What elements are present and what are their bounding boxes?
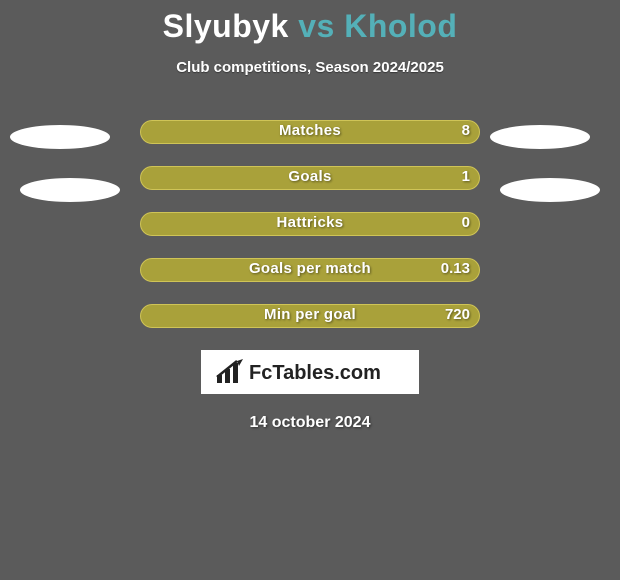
logo-text: FcTables.com xyxy=(249,362,381,384)
stat-row: Min per goal720 xyxy=(140,304,480,328)
stat-value-right: 1 xyxy=(462,168,470,185)
stat-bar xyxy=(140,120,480,144)
stat-value-right: 0 xyxy=(462,214,470,231)
stat-bar xyxy=(140,258,480,282)
page-title: Slyubyk vs Kholod xyxy=(0,0,620,45)
bars-icon xyxy=(217,359,243,383)
stat-value-right: 0.13 xyxy=(441,260,470,277)
date-text: 14 october 2024 xyxy=(0,414,620,432)
stat-row: Goals1 xyxy=(140,166,480,190)
vs-text: vs xyxy=(298,8,335,44)
stat-row: Goals per match0.13 xyxy=(140,258,480,282)
player1-name: Slyubyk xyxy=(163,8,289,44)
stat-value-right: 8 xyxy=(462,122,470,139)
stat-bar xyxy=(140,166,480,190)
player2-name: Kholod xyxy=(344,8,457,44)
stat-bar xyxy=(140,212,480,236)
stat-row: Matches8 xyxy=(140,120,480,144)
fctables-logo: FcTables.com xyxy=(201,350,419,394)
stat-value-right: 720 xyxy=(445,306,470,323)
subtitle: Club competitions, Season 2024/2025 xyxy=(0,59,620,76)
stat-bar xyxy=(140,304,480,328)
stats-section: Matches8 Goals1 Hattricks0 Goals per match0… xyxy=(0,120,620,328)
stat-row: Hattricks0 xyxy=(140,212,480,236)
